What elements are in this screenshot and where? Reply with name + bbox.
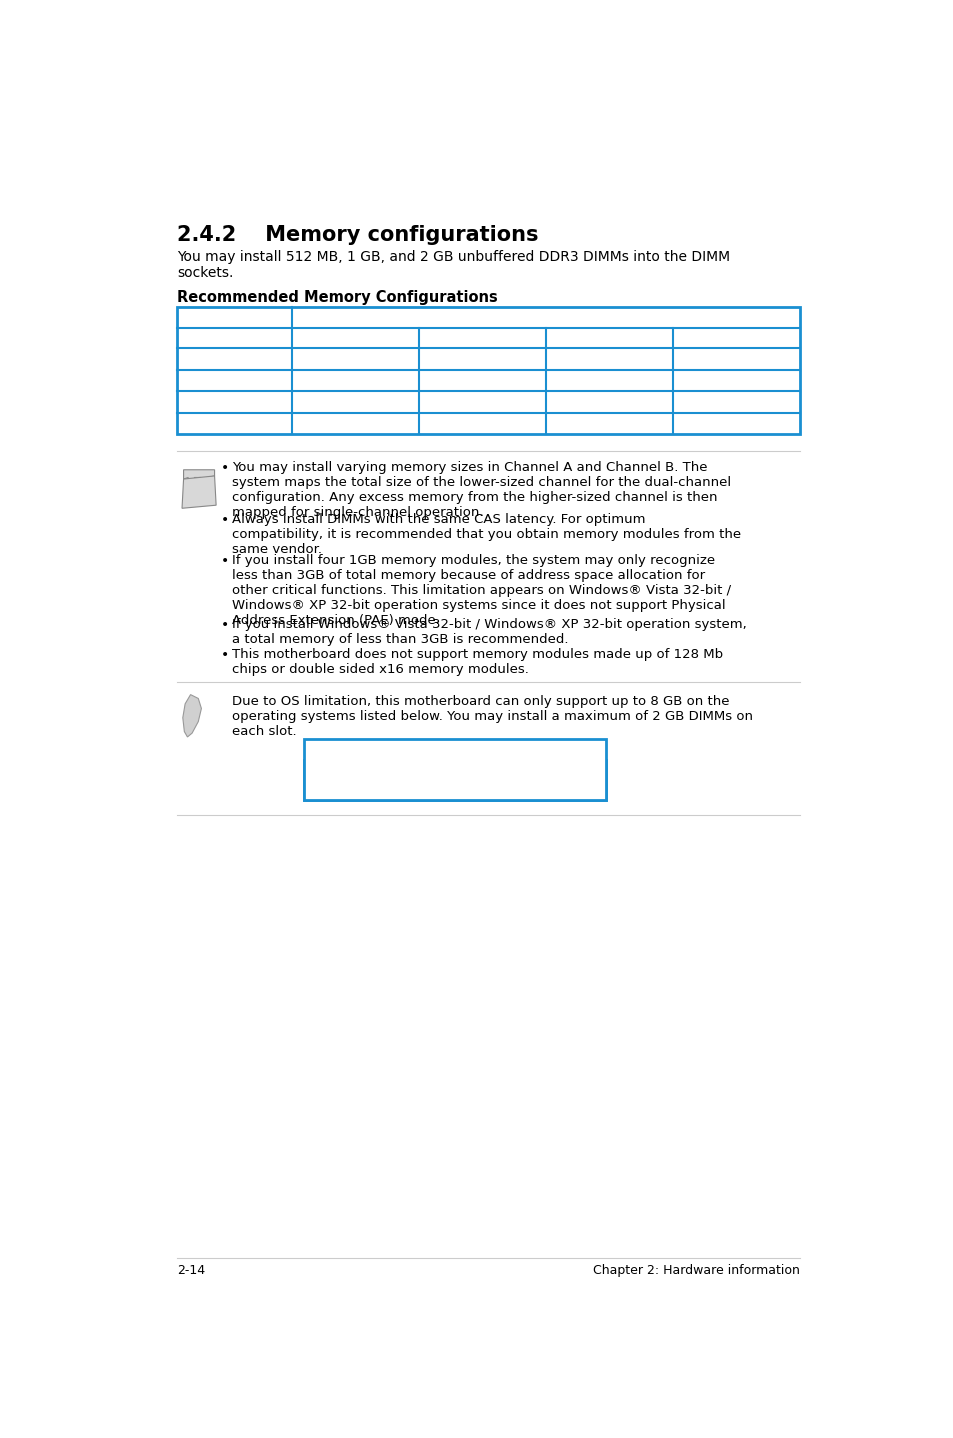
- Text: –: –: [478, 354, 485, 368]
- Text: Populated: Populated: [574, 418, 643, 433]
- Text: Populated: Populated: [574, 375, 643, 390]
- Bar: [292, 370, 799, 391]
- Text: 2.4.2    Memory configurations: 2.4.2 Memory configurations: [177, 224, 538, 244]
- Text: –: –: [732, 375, 739, 390]
- Text: This motherboard does not support memory modules made up of 128 Mb
chips or doub: This motherboard does not support memory…: [232, 647, 722, 676]
- Text: –: –: [605, 354, 612, 368]
- Bar: [292, 391, 799, 413]
- Text: DIMM_B2: DIMM_B2: [705, 332, 766, 345]
- Text: Populated: Populated: [574, 397, 643, 411]
- Text: Due to OS limitation, this motherboard can only support up to 8 GB on the
operat: Due to OS limitation, this motherboard c…: [232, 695, 752, 738]
- Text: DIMM_A1: DIMM_A1: [325, 332, 386, 345]
- Text: Recommended Memory Configurations: Recommended Memory Configurations: [177, 289, 497, 305]
- Text: •: •: [220, 460, 229, 475]
- Bar: [292, 348, 799, 370]
- Text: Populated: Populated: [447, 418, 517, 433]
- Bar: [292, 328, 799, 348]
- Text: –: –: [732, 354, 739, 368]
- Text: –: –: [732, 397, 739, 411]
- Text: Populated: Populated: [320, 397, 390, 411]
- Text: 2-14: 2-14: [177, 1264, 205, 1277]
- Text: DIMM_B1: DIMM_B1: [578, 332, 639, 345]
- Text: Sockets: Sockets: [518, 312, 572, 326]
- Text: Populated: Populated: [700, 418, 770, 433]
- Polygon shape: [182, 476, 216, 508]
- Text: Populated: Populated: [320, 354, 390, 368]
- Text: –: –: [478, 397, 485, 411]
- Polygon shape: [183, 695, 201, 736]
- Text: Dual-channel (1): Dual-channel (1): [179, 397, 290, 410]
- Bar: [177, 306, 799, 328]
- Text: •: •: [220, 617, 229, 631]
- Bar: [292, 413, 799, 434]
- Bar: [303, 759, 605, 800]
- Text: If you install Windows® Vista 32-bit / Windows® XP 32-bit operation system,
a to: If you install Windows® Vista 32-bit / W…: [232, 617, 745, 646]
- Text: –: –: [478, 375, 485, 390]
- Polygon shape: [183, 470, 214, 493]
- Text: Mode: Mode: [215, 322, 253, 336]
- Bar: [177, 306, 799, 434]
- Text: If you install four 1GB memory modules, the system may only recognize
less than : If you install four 1GB memory modules, …: [232, 554, 730, 627]
- Bar: [177, 391, 292, 413]
- Text: •: •: [220, 513, 229, 526]
- Bar: [177, 348, 292, 391]
- Text: Windows® Vista x64 Edition: Windows® Vista x64 Edition: [360, 781, 549, 794]
- Text: You may install 512 MB, 1 GB, and 2 GB unbuffered DDR3 DIMMs into the DIMM
socke: You may install 512 MB, 1 GB, and 2 GB u…: [177, 250, 730, 280]
- Text: •: •: [220, 554, 229, 568]
- Bar: [177, 413, 292, 434]
- Text: Dual-channel (2): Dual-channel (2): [179, 418, 290, 431]
- Text: Chapter 2: Hardware information: Chapter 2: Hardware information: [592, 1264, 799, 1277]
- Text: Single-Channel: Single-Channel: [184, 364, 285, 377]
- Text: Populated: Populated: [320, 418, 390, 433]
- Bar: [303, 739, 605, 800]
- Text: –: –: [352, 375, 358, 390]
- Text: You may install varying memory sizes in Channel A and Channel B. The
system maps: You may install varying memory sizes in …: [232, 460, 730, 519]
- Text: DIMM_A2: DIMM_A2: [452, 332, 513, 345]
- Text: Always install DIMMs with the same CAS latency. For optimum
compatibility, it is: Always install DIMMs with the same CAS l…: [232, 513, 740, 557]
- Text: Windows® XP Professional x64 Edition: Windows® XP Professional x64 Edition: [326, 766, 583, 779]
- Bar: [177, 306, 292, 348]
- Text: 64-bit: 64-bit: [429, 743, 480, 758]
- Text: •: •: [220, 647, 229, 661]
- Bar: [303, 739, 605, 759]
